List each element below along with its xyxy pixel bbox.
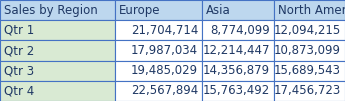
Text: Qtr 2: Qtr 2 [4,44,34,57]
Bar [274,81,345,101]
Bar [202,61,274,81]
Text: 22,567,894: 22,567,894 [131,84,198,97]
Text: 12,214,447: 12,214,447 [203,44,270,57]
Bar [0,61,115,81]
Bar [115,40,202,61]
Text: Qtr 1: Qtr 1 [4,24,34,37]
Bar [115,61,202,81]
Text: 17,987,034: 17,987,034 [131,44,198,57]
Text: 10,873,099: 10,873,099 [274,44,341,57]
Text: North America: North America [278,4,345,17]
Bar [274,40,345,61]
Bar [0,20,115,40]
Bar [274,61,345,81]
Text: Qtr 3: Qtr 3 [4,64,34,77]
Bar [115,81,202,101]
Text: 19,485,029: 19,485,029 [131,64,198,77]
Bar [202,20,274,40]
Bar [202,81,274,101]
Text: Europe: Europe [119,4,160,17]
Bar [0,81,115,101]
Bar [274,20,345,40]
Bar [202,40,274,61]
Bar [115,0,202,20]
Bar [0,0,115,20]
Bar [202,0,274,20]
Text: Qtr 4: Qtr 4 [4,84,34,97]
Text: 12,094,215: 12,094,215 [274,24,341,37]
Bar [274,0,345,20]
Text: Asia: Asia [206,4,231,17]
Bar [0,40,115,61]
Text: 15,689,543: 15,689,543 [274,64,341,77]
Bar [115,20,202,40]
Text: 15,763,492: 15,763,492 [203,84,270,97]
Text: 17,456,723: 17,456,723 [274,84,341,97]
Text: 21,704,714: 21,704,714 [131,24,198,37]
Text: 8,774,099: 8,774,099 [210,24,270,37]
Text: 14,356,879: 14,356,879 [203,64,270,77]
Text: Sales by Region: Sales by Region [4,4,98,17]
